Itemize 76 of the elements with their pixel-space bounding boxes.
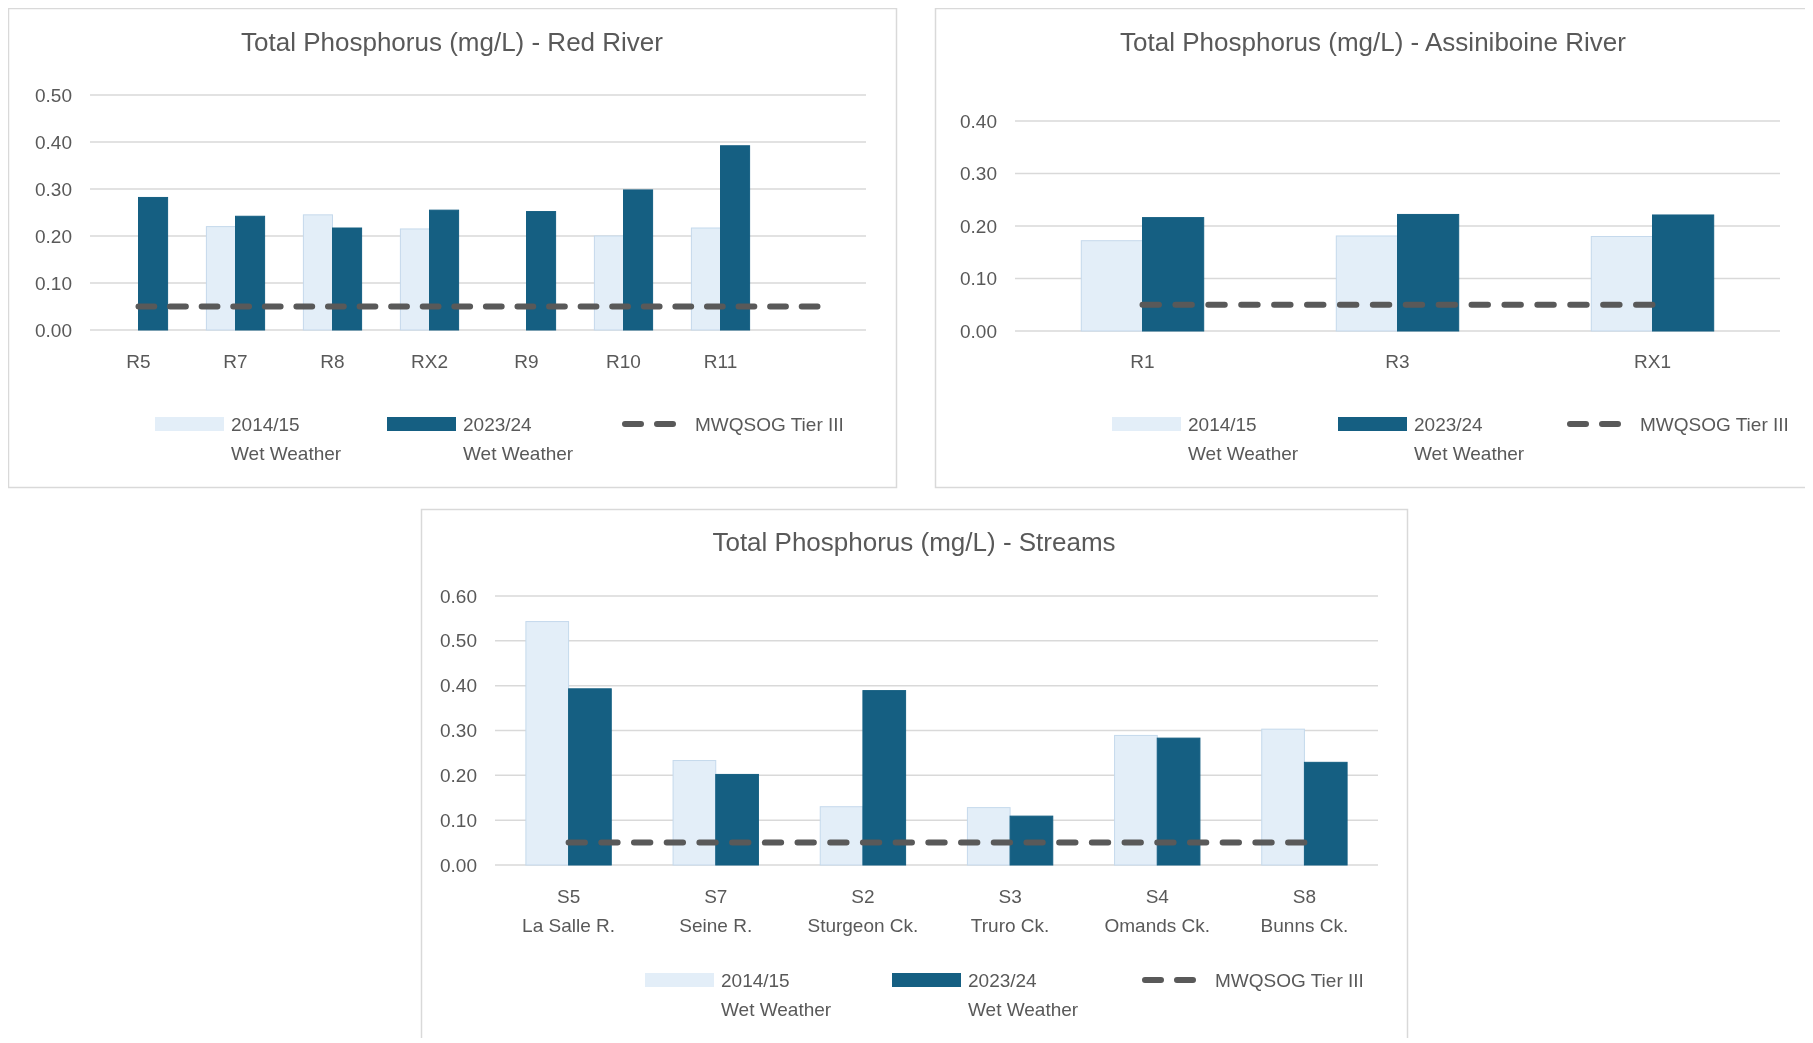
chart-title: Total Phosphorus (mg/L) - Streams	[712, 527, 1116, 557]
y-tick-label: 0.40	[35, 131, 72, 153]
y-tick-label: 0.00	[440, 854, 477, 876]
legend-label: MWQSOG Tier III	[695, 413, 844, 435]
bar	[1335, 235, 1398, 332]
x-tick-label: S7 Seine R.	[679, 886, 753, 936]
x-tick-label: S3 Truro Ck.	[970, 886, 1050, 936]
y-tick-label: 0.00	[35, 319, 72, 341]
y-tick-label: 0.10	[960, 268, 997, 290]
bar	[332, 227, 363, 331]
bar	[672, 760, 717, 866]
bar	[715, 773, 759, 866]
y-tick-label: 0.50	[440, 630, 477, 652]
bar	[966, 807, 1011, 866]
bar	[593, 235, 624, 331]
y-tick-label: 0.10	[35, 272, 72, 294]
bar	[862, 690, 907, 866]
bar	[1397, 213, 1460, 332]
x-tick-label: S2 Sturgeon Ck.	[807, 886, 919, 936]
bar	[623, 189, 654, 331]
bar	[526, 211, 557, 331]
y-tick-label: 0.40	[440, 675, 477, 697]
bar	[1009, 815, 1054, 866]
bar	[1156, 737, 1201, 866]
legend-label: 2023/24 Wet Weather	[1414, 413, 1525, 464]
y-tick-label: 0.00	[960, 320, 997, 342]
x-tick-label: R3	[1385, 351, 1410, 372]
legend-label: 2023/24 Wet Weather	[968, 969, 1079, 1020]
legend-label: 2014/15 Wet Weather	[721, 969, 832, 1020]
bar	[1114, 734, 1158, 866]
x-tick-label: R7	[223, 351, 248, 372]
bar	[138, 196, 169, 331]
y-tick-label: 0.40	[960, 110, 997, 132]
x-tick-label: R9	[514, 351, 539, 372]
y-tick-label: 0.50	[35, 84, 72, 106]
bar	[235, 215, 266, 331]
y-tick-label: 0.60	[440, 585, 477, 607]
y-tick-label: 0.30	[960, 163, 997, 185]
bar	[429, 209, 460, 331]
x-tick-label: RX1	[1634, 351, 1671, 372]
x-tick-label: R5	[126, 351, 151, 372]
bar	[525, 621, 570, 866]
legend-label: MWQSOG Tier III	[1640, 413, 1789, 435]
bar	[1652, 214, 1715, 332]
x-tick-label: S8 Bunns Ck.	[1260, 886, 1349, 936]
bar	[1590, 236, 1653, 332]
y-tick-label: 0.30	[35, 178, 72, 200]
bar	[205, 226, 236, 331]
bar	[568, 688, 612, 866]
x-tick-label: R11	[703, 351, 738, 372]
legend-label: 2014/15 Wet Weather	[1188, 413, 1299, 464]
y-tick-label: 0.20	[35, 225, 72, 247]
legend-label: MWQSOG Tier III	[1215, 969, 1364, 991]
bar	[690, 227, 721, 331]
x-tick-label: R1	[1130, 351, 1155, 372]
bar	[819, 806, 864, 866]
legend-label: 2023/24 Wet Weather	[463, 413, 574, 464]
bar	[1142, 217, 1205, 332]
y-tick-label: 0.30	[440, 720, 477, 742]
legend-label: 2014/15 Wet Weather	[231, 413, 342, 464]
bar	[399, 228, 430, 331]
bar	[1080, 240, 1143, 332]
y-tick-label: 0.20	[960, 215, 997, 237]
x-tick-label: S5 La Salle R.	[522, 886, 616, 936]
x-tick-label: R10	[606, 351, 641, 372]
x-tick-label: R8	[320, 351, 345, 372]
bar	[302, 214, 333, 331]
x-tick-label: RX2	[411, 351, 448, 372]
y-tick-label: 0.20	[440, 764, 477, 786]
chart-title: Total Phosphorus (mg/L) - Assiniboine River	[1120, 27, 1627, 57]
bar	[1303, 761, 1348, 866]
bar	[1261, 728, 1305, 866]
bar	[720, 145, 751, 331]
chart-title: Total Phosphorus (mg/L) - Red River	[241, 27, 664, 57]
y-tick-label: 0.10	[440, 809, 477, 831]
x-tick-label: S4 Omands Ck.	[1104, 886, 1211, 936]
